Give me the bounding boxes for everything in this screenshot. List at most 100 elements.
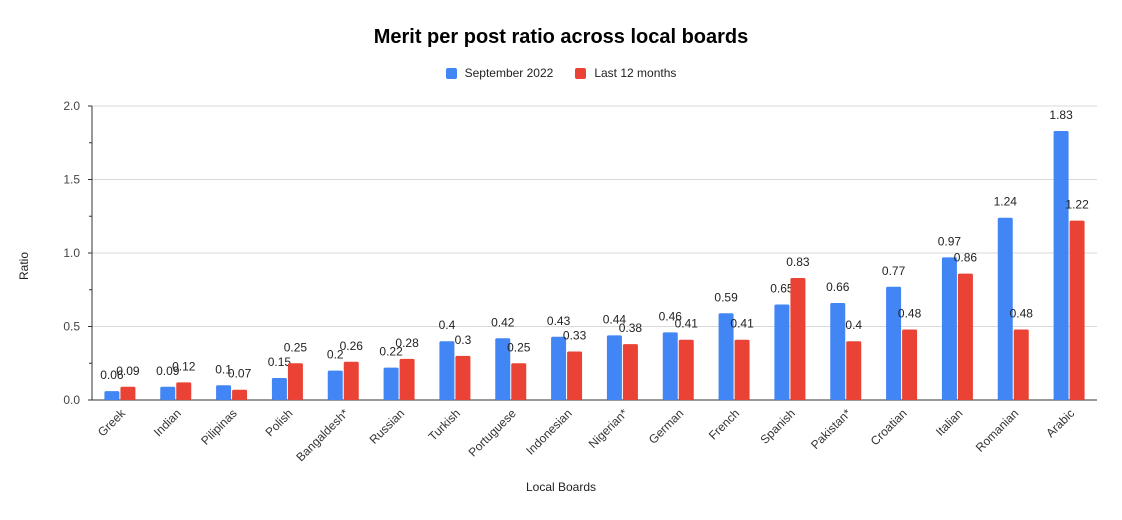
- bar-september-2022-romanian: [997, 217, 1013, 400]
- bar-last-12-months-french: [734, 339, 750, 400]
- x-tick-label-polish: Polish: [263, 406, 296, 439]
- data-label-september-2022-spanish: 0.65: [770, 281, 794, 295]
- data-label-last-12-months-greek: 0.09: [116, 364, 140, 378]
- data-label-september-2022-croatian: 0.77: [882, 264, 906, 278]
- bar-september-2022-croatian: [886, 286, 902, 400]
- data-label-last-12-months-indonesian: 0.33: [563, 328, 587, 342]
- x-tick-label-french: French: [706, 406, 742, 442]
- y-axis-label: Ratio: [17, 251, 31, 281]
- bar-september-2022-french: [718, 313, 734, 400]
- data-label-september-2022-german: 0.46: [659, 309, 683, 323]
- data-label-last-12-months-russian: 0.28: [395, 336, 419, 350]
- data-label-september-2022-nigerian: 0.44: [603, 312, 627, 326]
- data-label-last-12-months-german: 0.41: [675, 317, 699, 331]
- bar-last-12-months-arabic: [1069, 220, 1085, 400]
- x-tick-label-romanian: Romanian: [973, 406, 1022, 455]
- x-tick-label-greek: Greek: [95, 406, 129, 440]
- data-label-last-12-months-croatian: 0.48: [898, 306, 922, 320]
- bar-last-12-months-pilipinas: [232, 389, 248, 400]
- data-label-last-12-months-nigerian: 0.38: [619, 321, 643, 335]
- bar-september-2022-portuguese: [495, 338, 511, 400]
- x-axis-label: Local Boards: [525, 480, 597, 494]
- y-tick-label: 0.0: [63, 393, 80, 407]
- data-label-september-2022-greek: 0.06: [100, 368, 124, 382]
- legend-swatch-last-12-months: [575, 67, 587, 79]
- x-tick-label-russian: Russian: [367, 406, 408, 447]
- bar-last-12-months-croatian: [902, 329, 918, 400]
- x-tick-label-indonesian: Indonesian: [523, 406, 574, 457]
- bar-september-2022-greek: [104, 391, 120, 400]
- x-tick-label-arabic: Arabic: [1043, 406, 1077, 440]
- bar-last-12-months-romanian: [1013, 329, 1029, 400]
- data-label-september-2022-russian: 0.22: [379, 345, 403, 359]
- data-label-last-12-months-bangaldesh: 0.26: [340, 339, 364, 353]
- x-tick-label-indian: Indian: [151, 406, 184, 439]
- data-label-last-12-months-turkish: 0.3: [455, 333, 472, 347]
- bar-september-2022-arabic: [1053, 130, 1069, 401]
- data-label-september-2022-french: 0.59: [714, 290, 738, 304]
- bar-last-12-months-turkish: [455, 355, 471, 400]
- y-tick-label: 1.5: [63, 173, 80, 187]
- data-label-september-2022-indonesian: 0.43: [547, 314, 571, 328]
- legend-item-last-12-months[interactable]: Last 12 months: [575, 66, 676, 80]
- chart-legend: September 2022 Last 12 months: [0, 66, 1122, 80]
- x-tick-label-pakistan: Pakistan*: [808, 406, 854, 452]
- bar-september-2022-bangaldesh: [327, 370, 343, 400]
- bar-september-2022-nigerian: [606, 335, 622, 400]
- data-label-last-12-months-pakistan: 0.4: [845, 318, 862, 332]
- data-label-last-12-months-indian: 0.12: [172, 359, 196, 373]
- y-tick-label: 0.5: [63, 320, 80, 334]
- data-label-september-2022-indian: 0.09: [156, 364, 180, 378]
- bar-last-12-months-indian: [176, 382, 192, 400]
- bar-last-12-months-indonesian: [567, 351, 583, 400]
- bar-last-12-months-pakistan: [846, 341, 862, 400]
- bar-last-12-months-nigerian: [622, 344, 638, 400]
- bar-september-2022-russian: [383, 367, 399, 400]
- data-label-september-2022-bangaldesh: 0.2: [327, 348, 344, 362]
- bar-september-2022-indian: [160, 386, 176, 400]
- data-label-september-2022-italian: 0.97: [938, 234, 962, 248]
- data-label-september-2022-turkish: 0.4: [439, 318, 456, 332]
- data-label-september-2022-pakistan: 0.66: [826, 280, 850, 294]
- y-tick-label: 1.0: [63, 246, 80, 260]
- bar-september-2022-polish: [271, 377, 287, 400]
- x-tick-label-croatian: Croatian: [868, 406, 910, 448]
- data-label-september-2022-portuguese: 0.42: [491, 315, 515, 329]
- data-label-last-12-months-spanish: 0.83: [786, 255, 810, 269]
- legend-item-september-2022[interactable]: September 2022: [445, 66, 554, 80]
- bar-last-12-months-spanish: [790, 277, 806, 400]
- bar-last-12-months-bangaldesh: [343, 361, 359, 400]
- x-tick-label-pilipinas: Pilipinas: [198, 406, 240, 448]
- bar-september-2022-indonesian: [551, 336, 567, 400]
- data-label-last-12-months-pilipinas: 0.07: [228, 367, 252, 381]
- x-tick-label-nigerian: Nigerian*: [586, 406, 631, 451]
- bar-september-2022-pilipinas: [216, 385, 232, 400]
- bar-september-2022-pakistan: [830, 302, 846, 400]
- legend-label-september-2022: September 2022: [464, 66, 554, 80]
- bar-september-2022-turkish: [439, 341, 455, 400]
- legend-swatch-september-2022: [445, 67, 457, 79]
- bar-september-2022-spanish: [774, 304, 790, 400]
- data-label-september-2022-romanian: 1.24: [994, 195, 1018, 209]
- data-label-september-2022-pilipinas: 0.1: [215, 362, 232, 376]
- data-label-last-12-months-french: 0.41: [730, 317, 754, 331]
- x-tick-label-bangaldesh: Bangaldesh*: [293, 406, 351, 464]
- x-tick-label-spanish: Spanish: [757, 406, 798, 447]
- bar-september-2022-german: [662, 332, 678, 400]
- bar-last-12-months-polish: [287, 363, 303, 400]
- x-tick-label-italian: Italian: [933, 406, 966, 439]
- data-label-september-2022-arabic: 1.83: [1049, 108, 1073, 122]
- data-label-last-12-months-arabic: 1.22: [1065, 198, 1089, 212]
- bar-september-2022-italian: [941, 257, 957, 400]
- data-label-last-12-months-italian: 0.86: [954, 251, 978, 265]
- legend-label-last-12-months: Last 12 months: [594, 66, 677, 80]
- bar-last-12-months-portuguese: [511, 363, 527, 400]
- y-tick-label: 2.0: [63, 99, 80, 113]
- data-label-september-2022-polish: 0.15: [268, 355, 292, 369]
- data-label-last-12-months-polish: 0.25: [284, 340, 308, 354]
- data-label-last-12-months-portuguese: 0.25: [507, 340, 531, 354]
- data-label-last-12-months-romanian: 0.48: [1010, 306, 1034, 320]
- bar-last-12-months-greek: [120, 386, 136, 400]
